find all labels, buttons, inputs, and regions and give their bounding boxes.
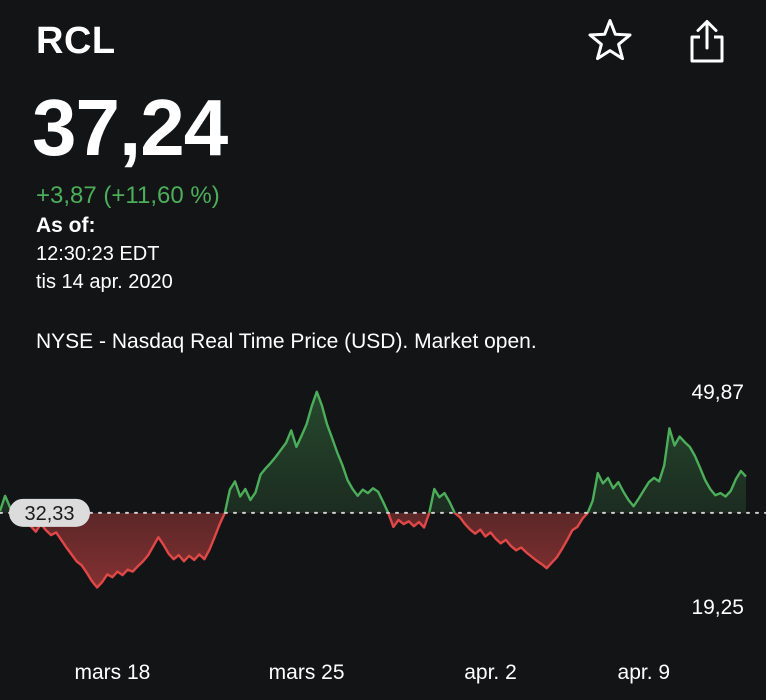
share-button[interactable] [682,16,732,66]
quote-time: 12:30:23 EDT [36,243,160,265]
price-chart[interactable]: 32,33 49,87 19,25 mars 18 mars 25 apr. 2 ap… [0,360,766,700]
share-icon [690,20,724,63]
favorite-button[interactable] [585,16,635,66]
as-of-label: As of: [36,214,96,237]
ticker-symbol: RCL [36,20,116,62]
y-max-label: 49,87 [691,381,744,404]
area-fill-below [0,512,746,588]
star-icon [588,19,632,61]
x-axis-label: apr. 9 [618,661,671,684]
previous-close-label: 32,33 [24,503,74,525]
x-axis-label: mars 25 [269,661,345,684]
price-line-up [0,390,747,513]
x-axis-label: apr. 2 [464,661,517,684]
current-price: 37,24 [32,83,228,172]
y-min-label: 19,25 [691,596,744,619]
price-line-down [12,512,589,589]
previous-close-badge [9,498,90,527]
market-info: NYSE - Nasdaq Real Time Price (USD). Mar… [36,330,537,353]
price-change: +3,87 (+11,60 %) [36,182,220,209]
x-axis-label: mars 18 [74,661,150,684]
quote-date: tis 14 apr. 2020 [36,271,173,293]
